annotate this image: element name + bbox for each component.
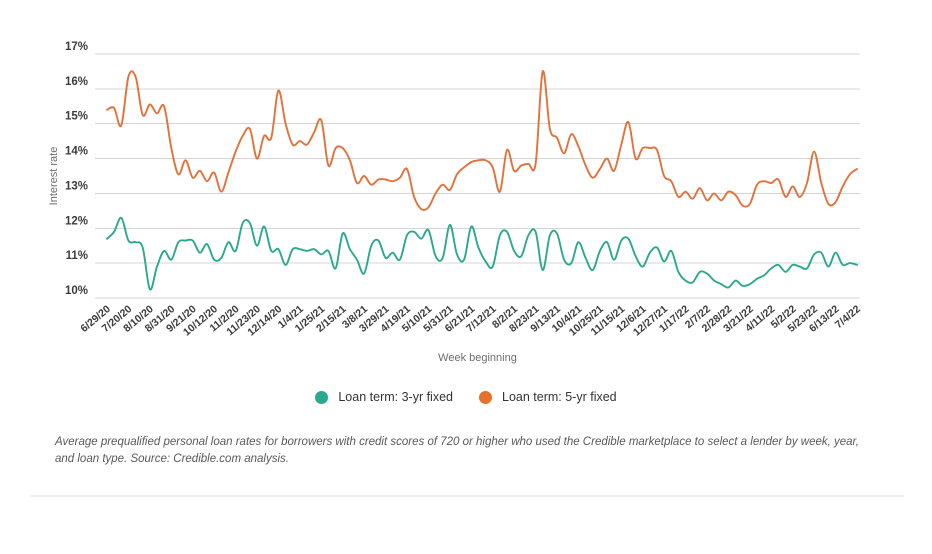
x-axis-labels: 6/29/207/20/208/10/208/31/209/21/2010/12… <box>78 303 863 339</box>
bottom-divider <box>30 494 904 497</box>
y-axis-labels: 17% 16% 15% 14% 13% 12% 11% 10% <box>65 41 88 297</box>
y-tick-label: 13% <box>65 180 88 192</box>
y-tick-label: 10% <box>65 285 88 297</box>
x-axis-title: Week beginning <box>438 352 517 364</box>
loan-rates-figure: 17% 16% 15% 14% 13% 12% 11% 10% 6/29/20 7/20/20 8/… <box>0 30 932 554</box>
legend-dot-3yr-icon <box>315 390 329 404</box>
y-tick-label: 11% <box>66 250 88 262</box>
legend-label-3yr: Loan term: 3-yr fixed <box>338 390 453 404</box>
legend-label-5yr: Loan term: 5-yr fixed <box>502 390 617 404</box>
series-line-loan-term-3-yr-fixed <box>106 216 858 291</box>
y-tick-label: 14% <box>65 146 88 158</box>
x-tick-label: 7/4/22 <box>833 303 863 331</box>
y-tick-label: 12% <box>65 215 88 227</box>
interest-rate-line-chart: 17% 16% 15% 14% 13% 12% 11% 10% 6/29/207/20/208/… <box>48 41 863 364</box>
chart-footnote: Average prequalified personal loan rates… <box>55 436 859 466</box>
y-tick-label: 17% <box>65 41 88 53</box>
chart-legend: Loan term: 3-yr fixed Loan term: 5-yr fi… <box>0 390 932 404</box>
y-axis-title: Interest rate <box>48 147 60 206</box>
legend-item-3yr-fixed: Loan term: 3-yr fixed <box>315 390 453 404</box>
series-line-loan-term-5-yr-fixed <box>106 70 858 211</box>
legend-item-5yr-fixed: Loan term: 5-yr fixed <box>479 390 617 404</box>
legend-dot-5yr-icon <box>479 390 492 404</box>
y-tick-label: 15% <box>65 111 88 123</box>
gridlines <box>95 53 860 299</box>
y-tick-label: 16% <box>65 76 88 88</box>
